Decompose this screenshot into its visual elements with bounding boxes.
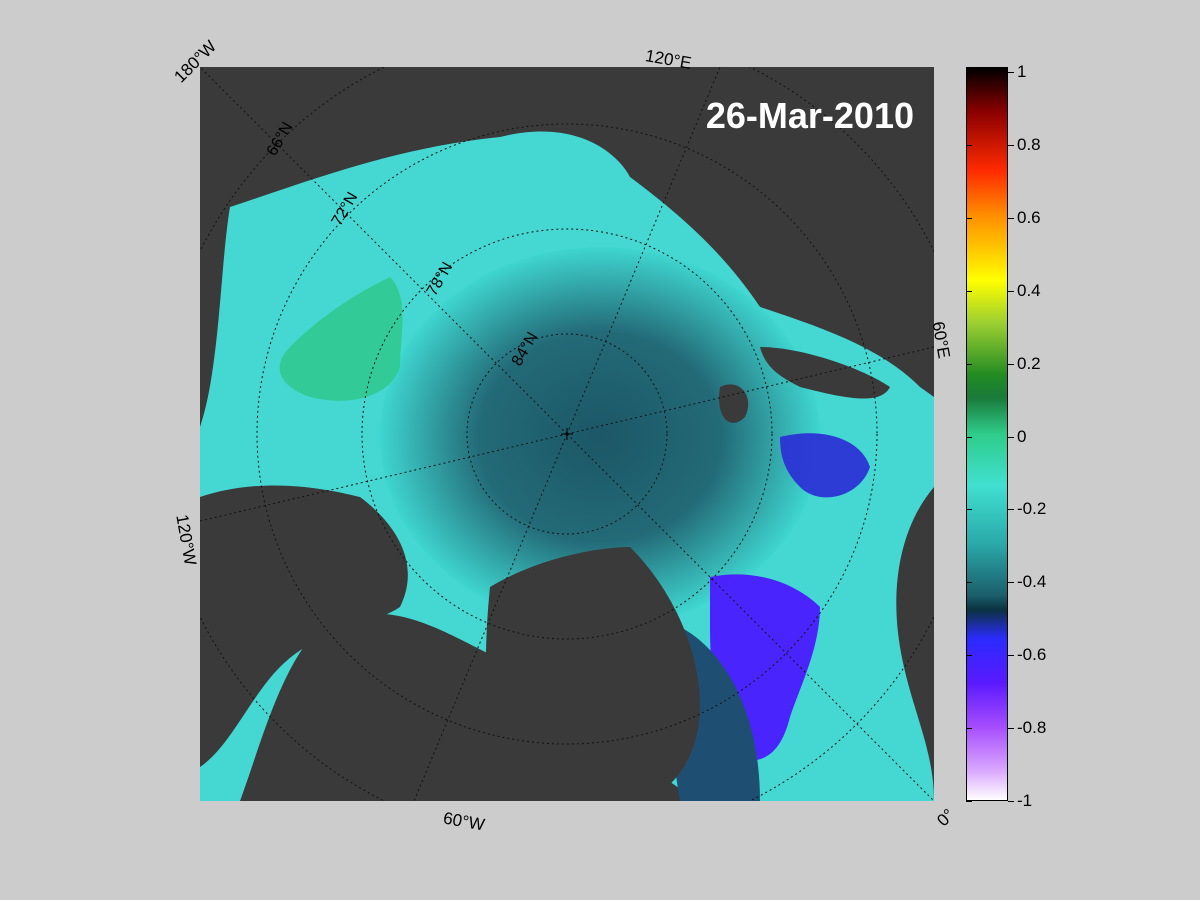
colorbar-tick-label: -0.2 [1017, 499, 1047, 519]
colorbar-tick-mark [1008, 290, 1014, 292]
colorbar-tick-mark [1008, 509, 1014, 511]
colorbar-tick-mark [1008, 728, 1014, 730]
colorbar-tick-mark-left [966, 801, 972, 802]
colorbar-tick-mark-left [966, 144, 972, 146]
sea-ice-map: 66°N 72°N 78°N 84°N 26-Mar-2010 [200, 67, 934, 801]
negative-patch [780, 433, 870, 498]
colorbar-tick-mark [1008, 363, 1014, 365]
lon-label-120w: 120°W [172, 513, 200, 567]
colorbar-tick-mark [1008, 436, 1014, 438]
colorbar-tick-label: -0.6 [1017, 645, 1047, 665]
siberia-land [620, 67, 934, 347]
colorbar-tick-label: 0.4 [1017, 280, 1041, 300]
colorbar-tick-mark [1008, 144, 1014, 146]
scandinavia-land [896, 487, 934, 801]
colorbar-tick-mark-left [966, 655, 972, 657]
colorbar-tick-mark-left [966, 72, 972, 73]
colorbar-tick-mark [1008, 72, 1014, 73]
colorbar-tick-label: 0.2 [1017, 353, 1041, 373]
colorbar-tick-label: -0.4 [1017, 572, 1047, 592]
colorbar-tick-mark [1008, 582, 1014, 584]
lon-label-60w: 60°W [441, 808, 487, 835]
deep-ice-region [380, 247, 820, 627]
lon-label-0: 0° [933, 805, 959, 831]
map-svg: 66°N 72°N 78°N 84°N [200, 67, 934, 801]
colorbar-tick-label: -0.8 [1017, 718, 1047, 738]
date-label: 26-Mar-2010 [705, 95, 914, 136]
colorbar-tick-label: -1 [1017, 791, 1033, 810]
colorbar-tick-label: 1 [1017, 62, 1027, 81]
colorbar-tick-mark-left [966, 436, 972, 438]
colorbar-tick-label: 0.6 [1017, 207, 1041, 227]
colorbar-tick-label: 0.8 [1017, 134, 1041, 154]
positive-anomaly-patch [279, 277, 403, 401]
colorbar-tick-mark [1008, 801, 1014, 802]
colorbar-tick-mark [1008, 655, 1014, 657]
colorbar-tick-mark-left [966, 582, 972, 584]
colorbar-tick-mark-left [966, 290, 972, 292]
colorbar-tick-mark-left [966, 217, 972, 219]
latitude-gridlines [200, 67, 934, 801]
svalbard-land [719, 384, 749, 423]
colorbar-tick-mark-left [966, 363, 972, 365]
colorbar [966, 67, 1008, 801]
colorbar-tick-mark [1008, 217, 1014, 219]
colorbar-tick-mark-left [966, 509, 972, 511]
colorbar-tick-mark-left [966, 728, 972, 730]
north-pole-marker [561, 428, 573, 440]
colorbar-tick-label: 0 [1017, 426, 1027, 446]
canadian-archipelago-land [200, 485, 408, 767]
greenland-land [485, 547, 700, 801]
